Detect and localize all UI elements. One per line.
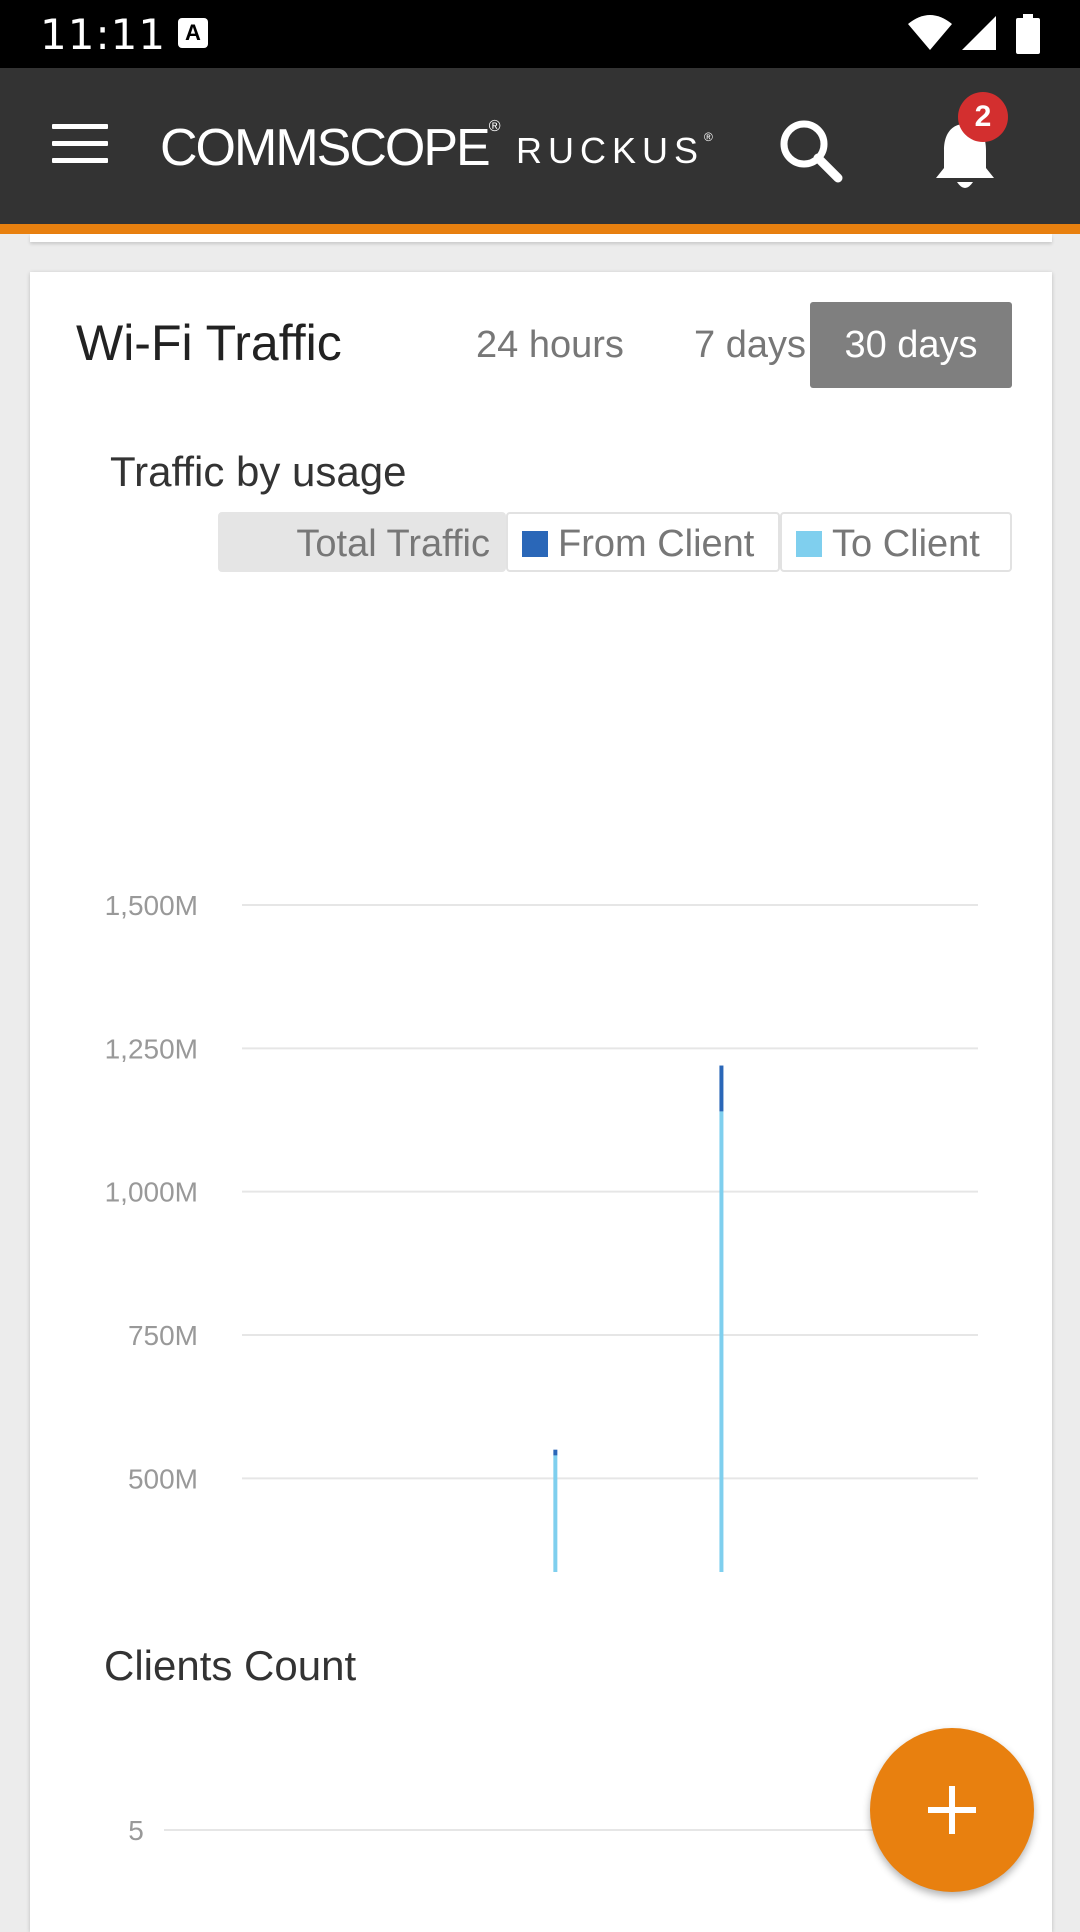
y-tick-label: 500M xyxy=(128,1463,198,1494)
cell-signal-icon xyxy=(962,16,996,50)
y-tick-label: 1,250M xyxy=(105,1033,198,1064)
y-tick-label: 1,500M xyxy=(105,890,198,921)
legend-from-client-swatch xyxy=(522,530,548,557)
bar-to-client xyxy=(719,1111,724,1572)
ruckus-logo: RUCKUS® xyxy=(516,130,713,171)
card-title: Wi-Fi Traffic xyxy=(76,315,342,371)
wifi-traffic-card: Wi-Fi Traffic 24 hours 7 days 30 days Tr… xyxy=(30,272,1052,1932)
traffic-chart-title: Traffic by usage xyxy=(110,448,407,495)
ruckus-logo-text: RUCKUS xyxy=(516,130,705,171)
notification-badge: 2 xyxy=(958,92,1008,142)
y-tick-label: 1,000M xyxy=(105,1177,198,1208)
range-7-days-button[interactable]: 7 days xyxy=(694,324,806,366)
range-24-hours-button[interactable]: 24 hours xyxy=(476,324,624,366)
range-30-days-button[interactable]: 30 days xyxy=(810,302,1012,388)
legend-to-client-swatch xyxy=(796,530,822,557)
status-bar: 11:11 A xyxy=(0,0,1080,68)
legend-total-traffic[interactable]: Total Traffic xyxy=(218,512,506,572)
legend-to-client[interactable]: To Client xyxy=(780,512,1012,572)
wifi-icon xyxy=(908,15,952,50)
commscope-logo-text: COMMSCOPE xyxy=(160,119,491,177)
clients-count-chart: 54 xyxy=(128,1815,970,1846)
bar-from-client xyxy=(553,1449,558,1456)
app-bar: COMMSCOPE® RUCKUS® xyxy=(0,68,1080,234)
legend-to-client-label: To Client xyxy=(832,523,980,565)
clients-y-tick-label: 5 xyxy=(128,1815,144,1846)
app-bar-accent xyxy=(0,224,1080,234)
clients-count-title: Clients Count xyxy=(104,1642,357,1689)
menu-icon[interactable] xyxy=(52,124,108,164)
previous-card-edge xyxy=(30,234,1052,242)
legend-total-traffic-label: Total Traffic xyxy=(296,523,490,565)
y-tick-label: 750M xyxy=(128,1320,198,1351)
plus-icon-vertical xyxy=(949,1786,955,1834)
legend-from-client-label: From Client xyxy=(558,523,755,565)
commscope-logo: COMMSCOPE® xyxy=(160,118,500,177)
status-time: 11:11 xyxy=(40,10,167,59)
battery-icon xyxy=(1016,14,1040,54)
legend-from-client[interactable]: From Client xyxy=(506,512,780,572)
search-icon[interactable] xyxy=(774,114,846,186)
bar-from-client xyxy=(719,1065,724,1112)
bar-to-client xyxy=(553,1455,558,1572)
accessibility-notification-icon: A xyxy=(178,18,208,48)
add-fab-button[interactable] xyxy=(870,1728,1034,1892)
